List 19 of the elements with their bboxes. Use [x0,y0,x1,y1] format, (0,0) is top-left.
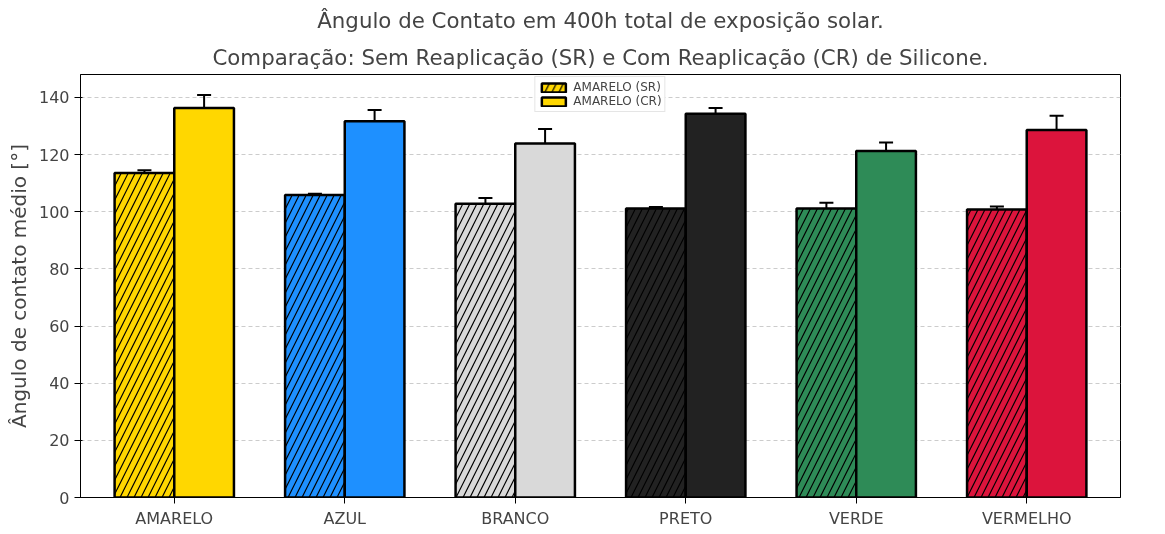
y-tick-label: 140 [38,88,70,108]
x-tick-label: AZUL [323,508,367,528]
legend-label: AMARELO (SR) [573,80,661,94]
y-tick-label: 40 [49,374,70,394]
y-tick-label: 60 [49,317,70,337]
x-tick-label: VERDE [828,508,884,528]
y-tick-label: 20 [49,431,70,451]
x-tick-label: PRETO [659,508,713,528]
legend-label: AMARELO (CR) [573,94,662,108]
chart-title: Ângulo de Contato em 400h total de exposição solar. [317,7,884,33]
y-axis-title: Ângulo de contato médio [°] [6,144,31,428]
chart-subtitle: Comparação: Sem Reaplicação (SR) e Com Reaplicação (CR) de Silicone. [212,44,989,70]
x-tick-label: AMARELO [135,508,214,528]
y-tick-label: 0 [59,488,70,508]
x-tick-label: VERMELHO [981,508,1072,528]
y-tick-label: 100 [38,202,70,222]
x-tick-label: BRANCO [481,508,550,528]
y-tick-label: 80 [49,259,70,279]
y-tick-label: 120 [38,145,70,165]
